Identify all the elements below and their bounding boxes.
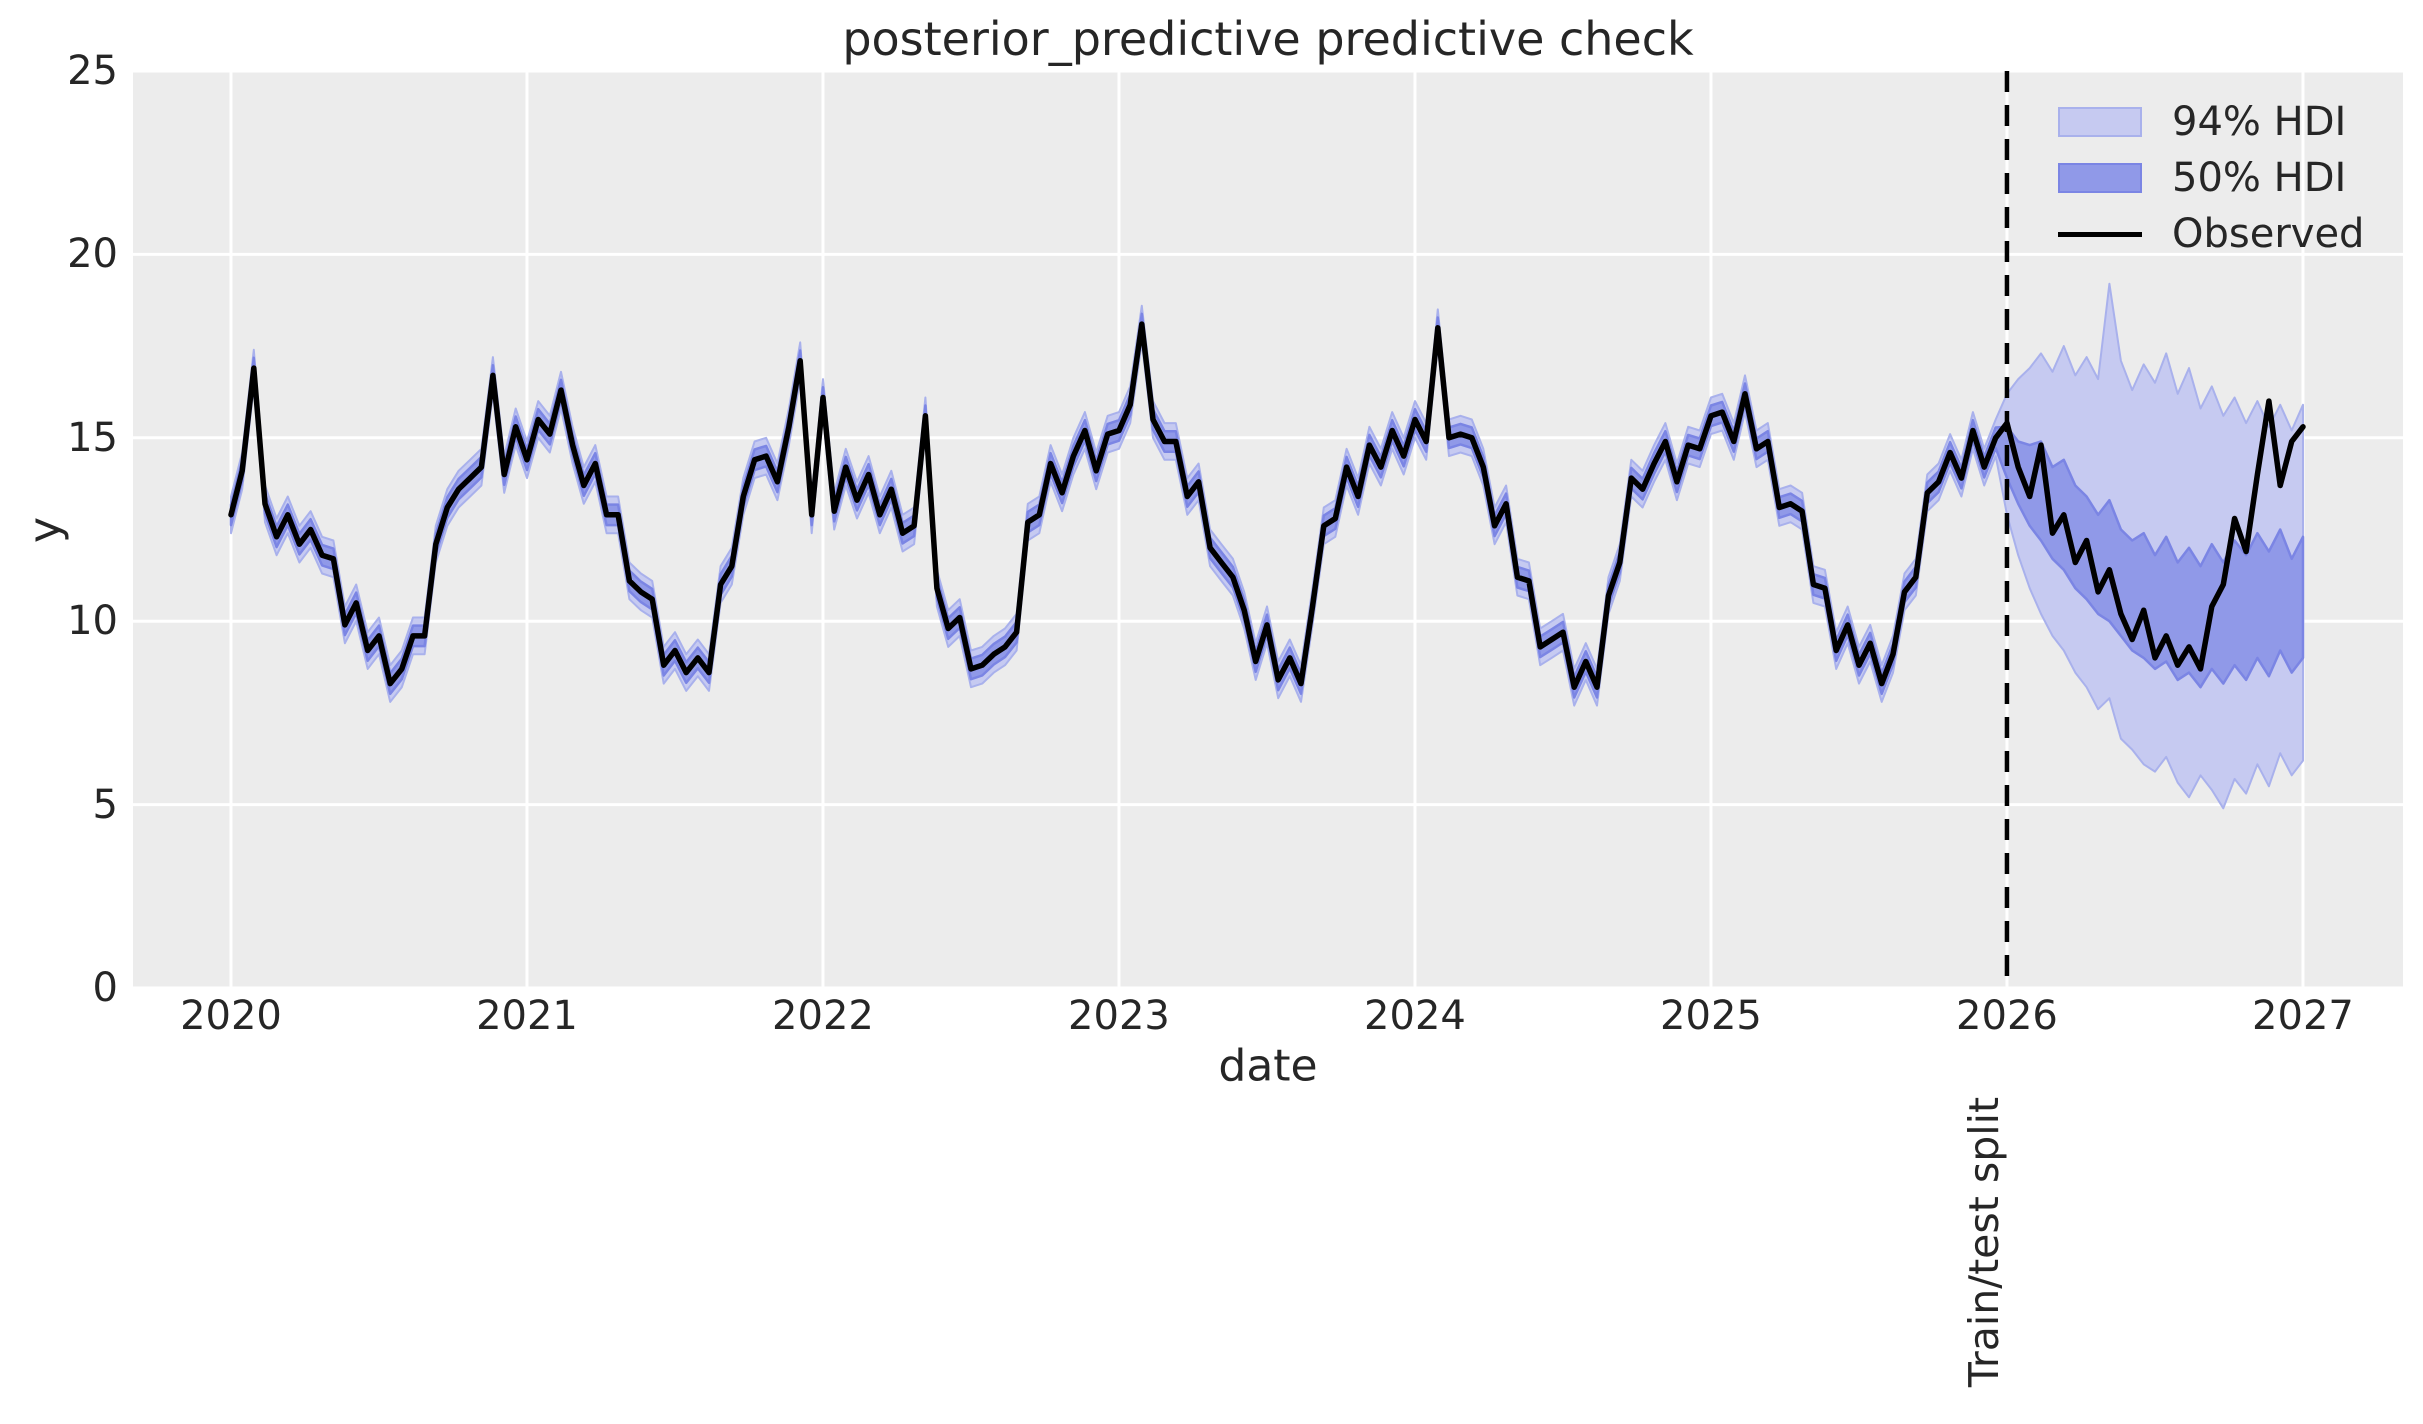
legend-label-observed: Observed xyxy=(2172,211,2365,257)
y-tick-label: 10 xyxy=(67,598,118,645)
legend-item-hdi94: 94% HDI xyxy=(2058,99,2364,145)
x-tick-label: 2024 xyxy=(1364,993,1466,1039)
legend-item-observed: Observed xyxy=(2058,211,2364,257)
x-tick-label: 2022 xyxy=(772,993,874,1039)
y-tick-label: 20 xyxy=(67,231,118,278)
legend-label-hdi50: 50% HDI xyxy=(2172,155,2347,201)
hdi-94-band xyxy=(230,282,2304,810)
x-tick-label: 2020 xyxy=(180,993,282,1039)
hdi-50-band xyxy=(229,312,2305,699)
x-axis-label: date xyxy=(1218,1040,1318,1092)
x-tick-label: 2025 xyxy=(1660,993,1762,1039)
y-tick-label: 15 xyxy=(67,414,118,461)
y-axis-label: y xyxy=(19,516,71,544)
hdi50-swatch-icon xyxy=(2058,163,2142,193)
train-test-split-label: Train/test split xyxy=(1960,1096,2008,1388)
y-tick-label: 25 xyxy=(67,48,118,94)
x-tick-label: 2021 xyxy=(476,993,578,1039)
observed-line xyxy=(228,321,2306,690)
observed-line-swatch-icon xyxy=(2058,231,2142,237)
y-tick-label: 5 xyxy=(92,781,118,828)
legend-label-hdi94: 94% HDI xyxy=(2172,99,2347,145)
y-tick-label: 0 xyxy=(92,965,118,1011)
x-tick-label: 2023 xyxy=(1068,993,1170,1039)
legend: 94% HDI 50% HDI Observed xyxy=(2058,99,2364,267)
x-tick-label: 2026 xyxy=(1956,993,2058,1039)
hdi94-swatch-icon xyxy=(2058,107,2142,137)
x-tick-label: 2027 xyxy=(2252,993,2354,1039)
legend-item-hdi50: 50% HDI xyxy=(2058,155,2364,201)
chart-title: posterior_predictive predictive check xyxy=(842,12,1694,66)
